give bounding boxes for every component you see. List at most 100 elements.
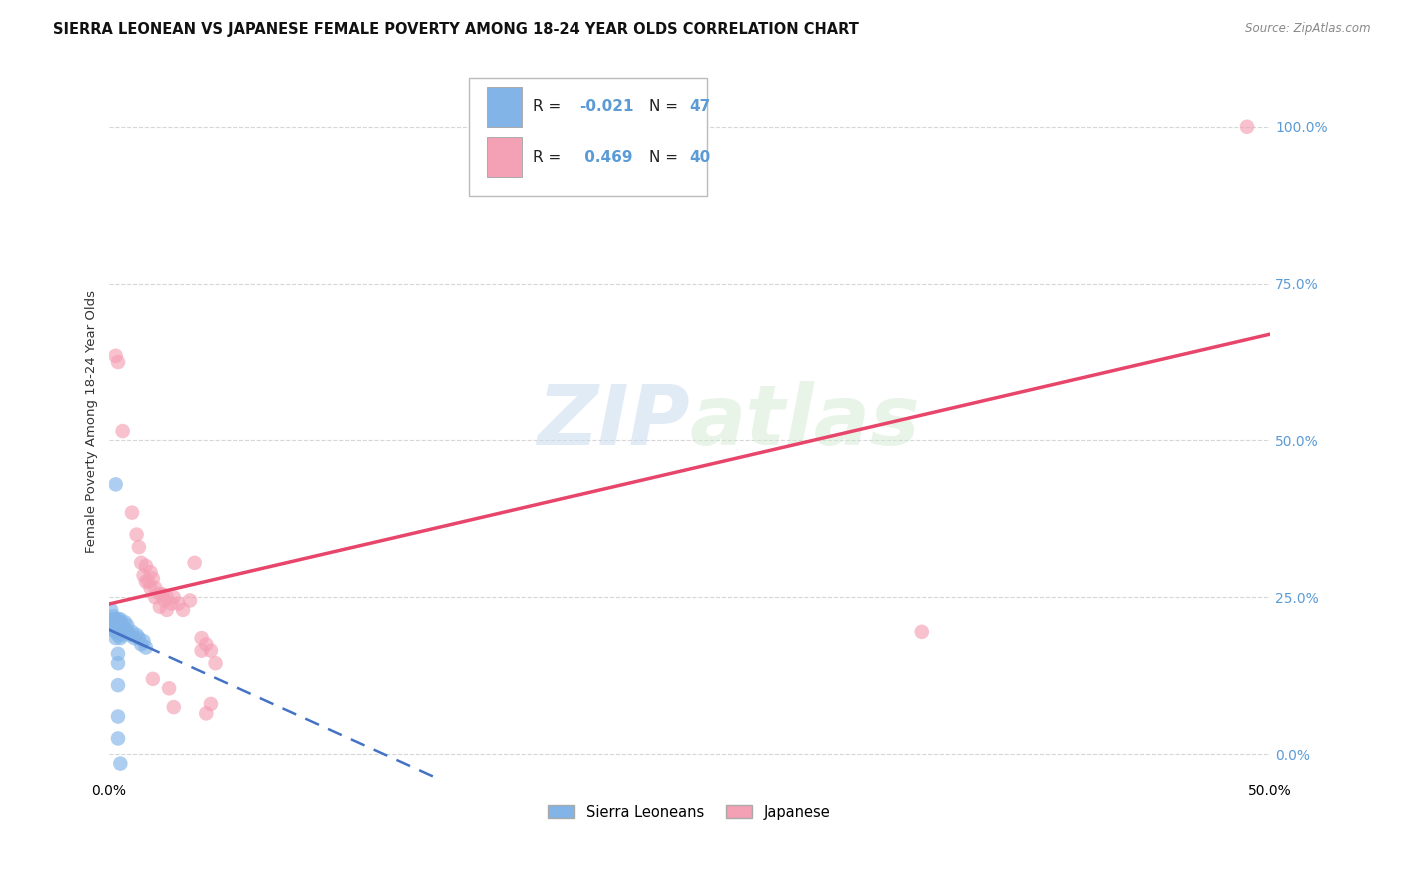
Point: [100, 615, 122, 630]
Point: [163, 700, 186, 714]
Point: [110, 618, 132, 632]
Text: -0.021: -0.021: [579, 100, 634, 114]
Point: [132, 634, 155, 648]
Text: 47: 47: [689, 100, 710, 114]
Point: [114, 622, 136, 636]
Text: ZIP: ZIP: [537, 381, 689, 462]
Point: [104, 631, 127, 645]
Point: [128, 540, 150, 554]
Text: R =: R =: [533, 100, 565, 114]
Point: [150, 587, 173, 601]
Point: [204, 656, 226, 670]
Legend: Sierra Leoneans, Japanese: Sierra Leoneans, Japanese: [543, 799, 837, 826]
Point: [107, 709, 129, 723]
Point: [149, 599, 172, 614]
Point: [200, 643, 222, 657]
Point: [122, 631, 145, 645]
Point: [110, 612, 132, 626]
Point: [110, 615, 132, 630]
Point: [195, 706, 218, 721]
Point: [142, 672, 165, 686]
Point: [156, 603, 179, 617]
Text: N =: N =: [648, 150, 683, 164]
Point: [156, 591, 179, 605]
Point: [143, 591, 166, 605]
FancyBboxPatch shape: [468, 78, 707, 196]
Point: [142, 572, 165, 586]
Point: [121, 506, 143, 520]
Point: [111, 424, 134, 438]
Point: [104, 612, 127, 626]
Point: [1236, 120, 1258, 134]
Text: 40: 40: [689, 150, 710, 164]
Point: [200, 697, 222, 711]
Point: [125, 527, 148, 541]
Point: [104, 624, 127, 639]
Point: [135, 640, 157, 655]
Point: [117, 618, 139, 632]
Point: [103, 622, 125, 636]
Point: [104, 349, 127, 363]
Text: 0.469: 0.469: [579, 150, 633, 164]
FancyBboxPatch shape: [488, 87, 522, 128]
Point: [157, 681, 180, 696]
Point: [172, 603, 194, 617]
Point: [190, 643, 212, 657]
Point: [111, 618, 134, 632]
Point: [110, 624, 132, 639]
Text: atlas: atlas: [689, 381, 920, 462]
Point: [104, 618, 127, 632]
Point: [114, 615, 136, 630]
Point: [195, 637, 218, 651]
Point: [107, 731, 129, 746]
Point: [135, 574, 157, 589]
Point: [160, 597, 183, 611]
Point: [107, 678, 129, 692]
Point: [136, 574, 159, 589]
Point: [190, 631, 212, 645]
Point: [110, 631, 132, 645]
Point: [167, 597, 190, 611]
Point: [139, 566, 162, 580]
Point: [107, 647, 129, 661]
Point: [110, 622, 132, 636]
Point: [117, 624, 139, 639]
Point: [163, 591, 186, 605]
Text: SIERRA LEONEAN VS JAPANESE FEMALE POVERTY AMONG 18-24 YEAR OLDS CORRELATION CHAR: SIERRA LEONEAN VS JAPANESE FEMALE POVERT…: [53, 22, 859, 37]
Point: [107, 624, 129, 639]
Y-axis label: Female Poverty Among 18-24 Year Olds: Female Poverty Among 18-24 Year Olds: [86, 290, 98, 553]
Point: [104, 622, 127, 636]
Point: [121, 624, 143, 639]
Point: [139, 581, 162, 595]
Point: [129, 556, 152, 570]
Point: [129, 637, 152, 651]
Point: [128, 631, 150, 645]
Point: [103, 612, 125, 626]
Point: [111, 624, 134, 639]
Point: [107, 618, 129, 632]
Text: Source: ZipAtlas.com: Source: ZipAtlas.com: [1246, 22, 1371, 36]
Point: [149, 587, 172, 601]
Point: [107, 628, 129, 642]
Point: [183, 556, 205, 570]
Point: [132, 568, 155, 582]
Point: [110, 756, 132, 771]
Point: [104, 477, 127, 491]
Point: [107, 656, 129, 670]
Point: [107, 612, 129, 626]
Point: [103, 609, 125, 624]
Point: [107, 622, 129, 636]
Point: [135, 558, 157, 573]
Point: [143, 581, 166, 595]
Point: [125, 628, 148, 642]
Point: [118, 628, 141, 642]
Point: [100, 603, 122, 617]
Point: [111, 622, 134, 636]
Point: [104, 615, 127, 630]
Point: [179, 593, 201, 607]
Point: [911, 624, 934, 639]
Text: R =: R =: [533, 150, 565, 164]
Point: [107, 615, 129, 630]
Point: [107, 355, 129, 369]
Point: [153, 593, 176, 607]
